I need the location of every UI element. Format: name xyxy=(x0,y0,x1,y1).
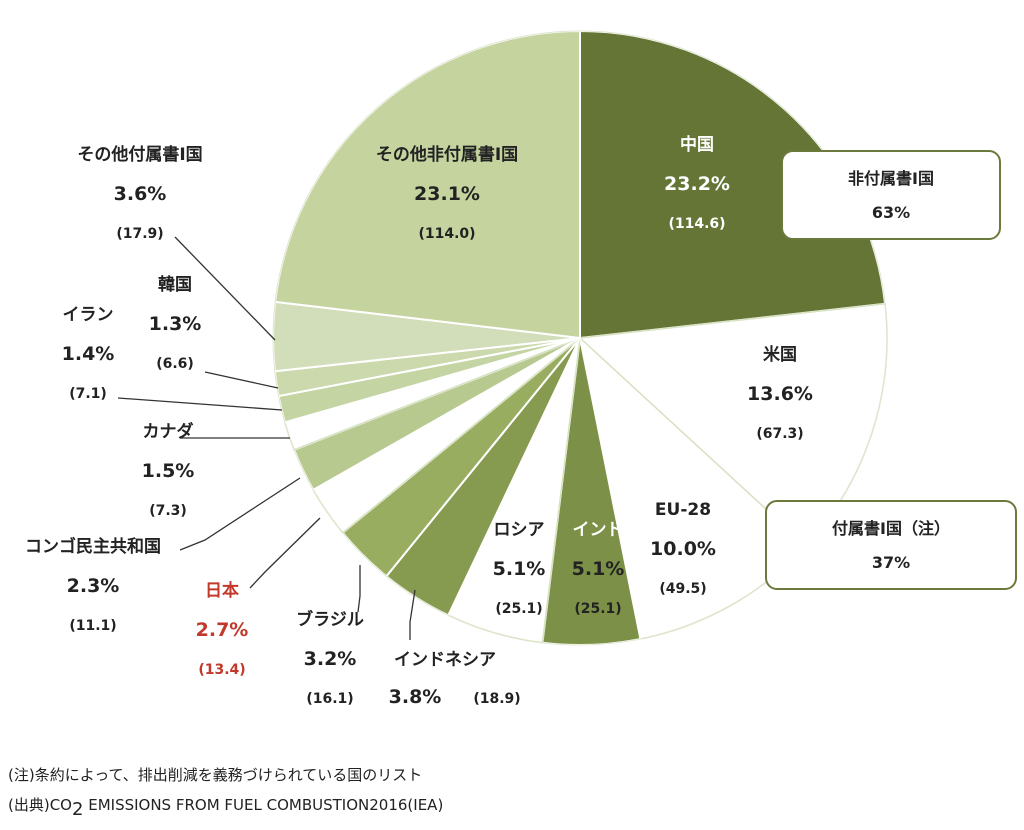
non-annex-pct: 63% xyxy=(871,203,911,222)
slice-value-5: (18.9) xyxy=(473,691,520,707)
slice-value-12: (17.9) xyxy=(116,226,163,242)
slice-value-7: (13.4) xyxy=(198,662,245,678)
slice-pct-11: 1.3% xyxy=(149,313,202,335)
leader-lines xyxy=(117,236,416,640)
slice-name-7: 日本 xyxy=(205,580,239,601)
slice-pct-10: 1.4% xyxy=(62,343,115,365)
non-annex-name: 非付属書I国 xyxy=(848,169,934,188)
slice-name-8: コンゴ民主共和国 xyxy=(25,536,161,557)
pie-slices xyxy=(272,29,888,646)
slice-name-12: その他付属書I国 xyxy=(77,144,202,165)
annex-pct: 37% xyxy=(871,553,911,572)
non-annex-callout: 非付属書I国 63% xyxy=(781,150,1001,240)
note-line: (注)条約によって、排出削減を義務づけられている国のリスト xyxy=(8,766,423,784)
annex-callout: 付属書I国（注） 37% xyxy=(765,500,1017,590)
slice-pct-13: 23.1% xyxy=(414,183,480,205)
slice-name-0: 中国 xyxy=(680,134,714,155)
slice-name-10: イラン xyxy=(63,305,114,325)
slice-pct-8: 2.3% xyxy=(67,575,120,597)
slice-value-11: (6.6) xyxy=(156,356,194,372)
slice-pct-0: 23.2% xyxy=(664,173,730,195)
slice-name-6: ブラジル xyxy=(296,609,364,630)
slice-name-1: 米国 xyxy=(763,344,797,365)
slice-name-11: 韓国 xyxy=(158,274,192,295)
slice-value-6: (16.1) xyxy=(306,691,353,707)
source-suffix: EMISSIONS FROM FUEL COMBUSTION2016(IEA) xyxy=(83,796,444,814)
slice-name-5: インドネシア xyxy=(394,650,496,670)
source-subscript: 2 xyxy=(72,799,84,820)
slice-value-1: (67.3) xyxy=(756,426,803,442)
slice-value-4: (25.1) xyxy=(495,601,542,617)
slice-value-0: (114.6) xyxy=(668,216,725,232)
slice-value-3: (25.1) xyxy=(574,601,621,617)
slice-name-2: EU-28 xyxy=(655,500,711,520)
slice-pct-12: 3.6% xyxy=(114,183,167,205)
slice-value-2: (49.5) xyxy=(659,581,706,597)
leader-line-5 xyxy=(409,589,416,640)
slice-name-9: カナダ xyxy=(143,421,194,442)
source-prefix: (出典)CO xyxy=(8,796,72,814)
slice-labels: 中国 23.2% (114.6) 米国 13.6% (67.3) EU-28 10.0% (49… xyxy=(25,134,813,708)
slice-pct-7: 2.7% xyxy=(196,619,249,641)
slice-pct-6: 3.2% xyxy=(304,648,357,670)
slice-pct-9: 1.5% xyxy=(142,460,195,482)
leader-line-11 xyxy=(204,371,279,389)
slice-pct-2: 10.0% xyxy=(650,538,716,560)
slice-value-10: (7.1) xyxy=(69,386,107,402)
slice-pct-3: 5.1% xyxy=(572,558,625,580)
pie-chart: 中国 23.2% (114.6) 米国 13.6% (67.3) EU-28 10.0% (49… xyxy=(25,29,888,708)
annex-name: 付属書I国（注） xyxy=(832,519,950,538)
leader-line-7 xyxy=(249,517,321,589)
leader-line-10 xyxy=(117,397,283,411)
slice-pct-1: 13.6% xyxy=(747,383,813,405)
leader-line-6 xyxy=(357,565,361,613)
footnotes: (注)条約によって、排出削減を義務づけられている国のリスト (出典)CO2 EM… xyxy=(8,760,443,825)
slice-name-3: インド xyxy=(573,520,624,540)
slice-name-4: ロシア xyxy=(494,520,545,540)
slice-value-9: (7.3) xyxy=(149,503,187,519)
leader-line-8 xyxy=(179,477,301,551)
source-line: (出典)CO2 EMISSIONS FROM FUEL COMBUSTION20… xyxy=(8,790,443,825)
leader-line-12 xyxy=(174,236,276,341)
slice-value-13: (114.0) xyxy=(418,226,475,242)
slice-name-13: その他非付属書I国 xyxy=(376,144,518,165)
slice-value-8: (11.1) xyxy=(69,618,116,634)
slice-pct-4: 5.1% xyxy=(493,558,546,580)
slice-pct-5: 3.8% xyxy=(389,686,442,708)
